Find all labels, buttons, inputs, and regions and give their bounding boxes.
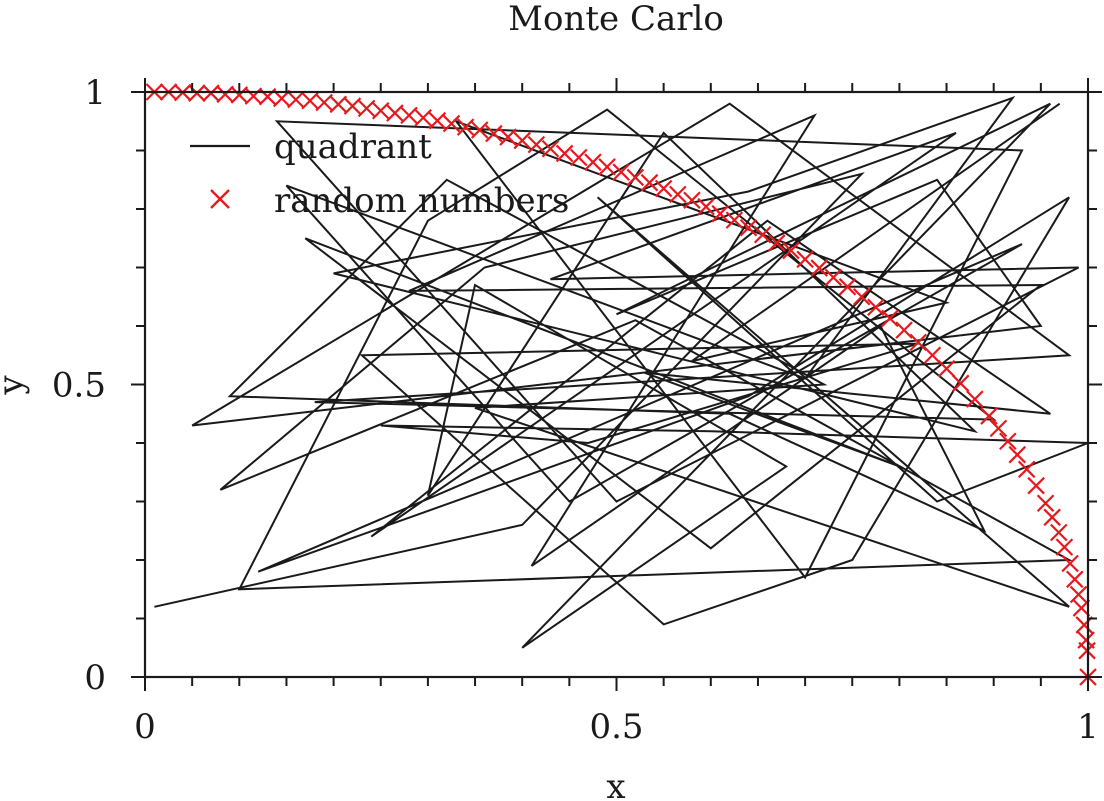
random-number-marker: [584, 153, 602, 171]
plot-frame: [143, 90, 1090, 679]
random-number-marker: [329, 95, 348, 114]
x-tick-label: 1: [1077, 707, 1099, 747]
random-number-marker: [1075, 616, 1094, 634]
random-number-marker: [626, 168, 645, 187]
random-number-marker: [923, 346, 942, 365]
random-number-marker: [1043, 508, 1061, 527]
random-number-marker: [216, 85, 234, 104]
random-number-marker: [527, 135, 546, 154]
random-number-marker: [909, 333, 928, 352]
random-number-marker: [598, 158, 616, 176]
random-number-marker: [810, 259, 829, 277]
random-number-marker: [244, 87, 263, 105]
x-tick-label: 0.5: [589, 707, 643, 747]
random-number-marker: [612, 163, 630, 181]
random-number-marker: [386, 104, 404, 122]
random-number-marker: [287, 90, 305, 109]
random-number-marker: [852, 287, 871, 306]
random-number-marker: [669, 185, 687, 204]
random-number-marker: [711, 204, 730, 223]
random-number-marker: [485, 124, 503, 143]
random-number-marker: [400, 106, 418, 125]
random-number-marker: [951, 374, 970, 393]
random-number-marker: [428, 111, 447, 130]
random-number-marker: [725, 211, 744, 229]
random-number-marker: [753, 225, 772, 244]
legend-label-quadrant: quadrant: [274, 127, 432, 167]
random-number-marker: [999, 432, 1017, 451]
y-tick-label: 1: [84, 73, 106, 113]
random-number-marker: [357, 99, 376, 118]
random-number-marker: [895, 321, 913, 339]
random-number-marker: [683, 191, 701, 210]
y-tick-label: 0.5: [52, 366, 106, 406]
random-number-marker: [513, 131, 531, 150]
y-tick-label: 0: [84, 658, 106, 698]
random-number-marker: [230, 86, 249, 104]
series-line-quadrant: [154, 95, 1089, 649]
random-number-marker: [640, 173, 659, 192]
random-number-marker: [937, 359, 956, 378]
random-number-marker: [202, 84, 220, 102]
random-number-marker: [1066, 570, 1084, 589]
random-number-marker: [697, 197, 715, 216]
random-number-marker: [315, 93, 333, 112]
random-number-marker: [541, 139, 560, 158]
random-number-marker: [1055, 538, 1074, 556]
random-number-marker: [768, 234, 786, 252]
random-number-marker: [272, 89, 291, 108]
random-number-marker: [1008, 445, 1027, 464]
x-axis-label: x: [606, 767, 625, 801]
random-number-marker: [838, 278, 857, 296]
random-number-marker: [1061, 554, 1079, 573]
random-number-marker: [499, 128, 517, 146]
random-number-marker: [739, 218, 758, 237]
random-number-marker: [301, 91, 319, 110]
random-number-marker: [371, 101, 390, 120]
random-number-marker: [796, 250, 814, 269]
random-number-marker: [470, 121, 489, 139]
random-number-marker: [555, 144, 574, 163]
legend-label-random-numbers: random numbers: [274, 181, 569, 221]
random-number-marker: [989, 419, 1008, 438]
random-number-marker: [1049, 523, 1068, 542]
random-number-marker: [343, 97, 362, 115]
random-number-marker: [1027, 476, 1045, 495]
x-tick-label: 0: [134, 707, 156, 747]
random-number-marker: [456, 118, 475, 136]
axis-ticks: [131, 78, 1102, 691]
random-number-marker: [442, 114, 461, 133]
random-number-marker: [966, 390, 984, 408]
random-number-marker: [881, 309, 899, 328]
random-number-marker: [824, 268, 843, 287]
chart-title: Monte Carlo: [508, 0, 724, 39]
tick-labels: 0 0.5 1 0 0.5 1: [52, 73, 1099, 747]
legend-cross-swatch: [210, 189, 230, 209]
y-axis-label: y: [0, 375, 31, 396]
random-number-marker: [782, 241, 800, 260]
random-number-marker: [570, 148, 588, 167]
random-number-marker: [867, 298, 885, 317]
legend: quadrant random numbers: [190, 127, 569, 221]
random-number-marker: [414, 108, 432, 127]
random-number-marker: [654, 179, 673, 198]
random-number-marker: [1069, 585, 1088, 604]
plot-series: [145, 83, 1097, 686]
random-number-marker: [1072, 599, 1091, 617]
random-number-marker: [1017, 460, 1036, 479]
random-number-marker: [980, 407, 998, 425]
random-number-marker: [1036, 494, 1055, 513]
